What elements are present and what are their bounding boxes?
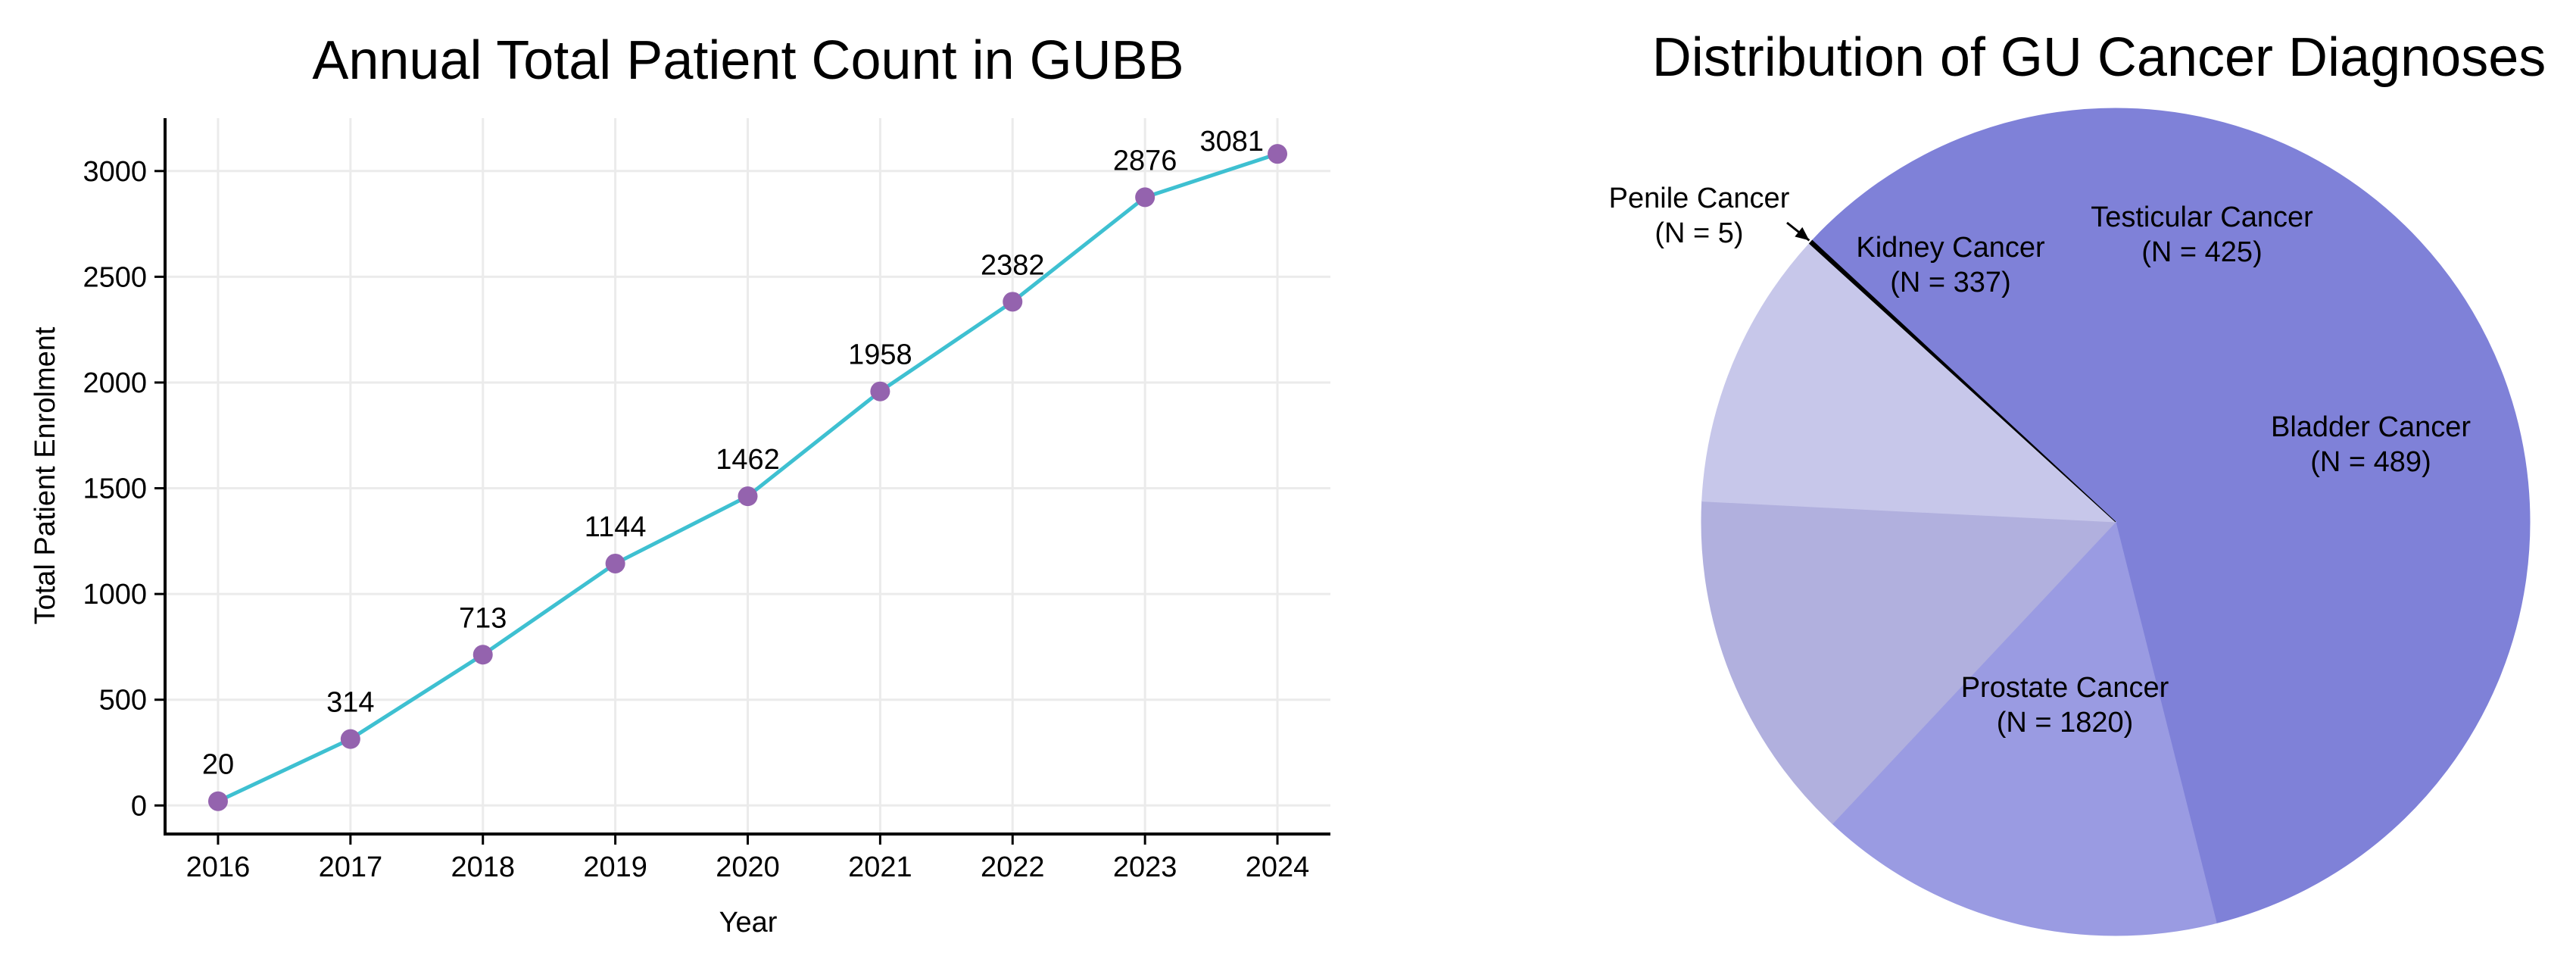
x-tick-label: 2018 [451,851,515,883]
series-markers [207,144,1288,811]
pie-label-arrowhead [1795,226,1810,241]
data-point [472,645,493,665]
data-point [1135,187,1155,208]
pie-slices [1701,108,2531,936]
data-label: 1144 [585,511,647,543]
data-label: 20 [202,749,234,781]
pie-slice-labels: Prostate Cancer(N = 1820)Bladder Cancer(… [1609,183,2472,739]
line-chart-grid [165,118,1330,834]
pie-label-testicular-cancer: Testicular Cancer [2091,201,2313,233]
data-point [738,486,758,507]
y-tick-label: 500 [99,685,147,717]
pie-label-penile-cancer: Penile Cancer [1609,183,1790,214]
data-point [207,791,228,811]
y-tick-label: 0 [131,790,147,822]
data-point [1268,144,1288,164]
pie-slice-penile-cancer [1808,239,2116,523]
pie-slice-bladder-cancer [1832,520,2217,936]
pie-label-penile-cancer-count: (N = 5) [1654,217,1743,249]
data-label: 713 [459,602,507,634]
pie-label-kidney-cancer: Kidney Cancer [1856,232,2045,264]
y-axis-tick-labels: 0 500 1000 1500 2000 2500 3000 [83,156,147,823]
x-tick-label: 2023 [1113,851,1177,883]
data-label: 3081 [1199,126,1264,158]
line-chart: Annual Total Patient Count in GUBB 2016 2… [30,30,1330,939]
data-label: 1462 [716,444,780,476]
pie-label-testicular-cancer-count: (N = 425) [2141,236,2262,268]
pie-label-prostate-cancer-count: (N = 1820) [1997,707,2134,739]
y-tick-label: 1500 [83,473,147,505]
pie-label-bladder-cancer: Bladder Cancer [2271,411,2471,443]
line-chart-axes [154,118,1330,845]
data-point [870,381,890,401]
data-labels: 20 314 713 1144 1462 1958 2382 2876 3081 [202,126,1264,781]
x-tick-label: 2020 [716,851,780,883]
x-tick-label: 2016 [186,851,251,883]
x-tick-label: 2017 [319,851,383,883]
y-tick-label: 3000 [83,156,147,188]
x-tick-label: 2019 [583,851,647,883]
y-tick-label: 2500 [83,261,147,293]
pie-label-prostate-cancer: Prostate Cancer [1961,672,2169,704]
pie-slice-testicular-cancer [1701,501,2117,825]
x-axis-label: Year [719,907,778,939]
data-point [340,729,360,749]
x-tick-label: 2024 [1246,851,1310,883]
pie-slice-kidney-cancer [1701,242,2117,523]
y-axis-label: Total Patient Enrolment [30,326,61,624]
line-chart-title: Annual Total Patient Count in GUBB [312,30,1184,91]
x-axis-tick-labels: 2016 2017 2018 2019 2020 2021 2022 2023 2024 [186,851,1310,883]
pie-chart: Distribution of GU Cancer Diagnoses Pros… [1609,27,2546,936]
pie-label-bladder-cancer-count: (N = 489) [2310,446,2431,478]
y-tick-label: 1000 [83,579,147,611]
pie-chart-title: Distribution of GU Cancer Diagnoses [1652,27,2546,88]
data-label: 314 [326,687,374,719]
y-tick-label: 2000 [83,367,147,399]
x-tick-label: 2021 [848,851,912,883]
data-label: 2876 [1113,145,1177,176]
data-label: 2382 [981,249,1045,281]
x-tick-label: 2022 [981,851,1045,883]
pie-slice-prostate-cancer [1811,108,2531,924]
data-label: 1958 [848,339,912,371]
data-point [605,553,625,573]
pie-label-kidney-cancer-count: (N = 337) [1890,267,2010,298]
data-point [1003,292,1023,312]
